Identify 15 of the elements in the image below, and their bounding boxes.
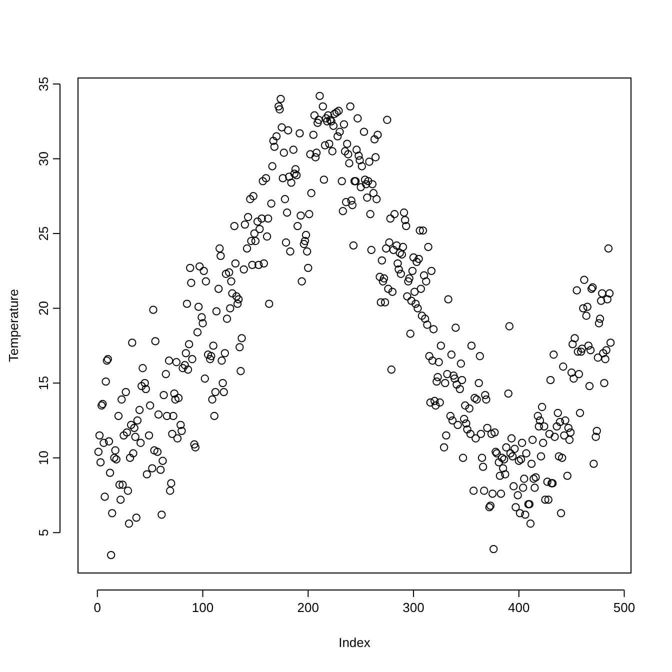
x-tick-label: 0 — [94, 600, 102, 615]
x-tick-label: 300 — [402, 600, 424, 615]
y-tick-label: 25 — [36, 226, 51, 241]
y-tick-label: 15 — [36, 376, 51, 390]
x-tick-label: 400 — [508, 600, 530, 615]
x-tick-label: 200 — [297, 600, 319, 615]
y-tick-label: 10 — [36, 450, 51, 466]
y-tick-label: 35 — [36, 76, 51, 92]
x-tick-label: 100 — [192, 600, 214, 615]
y-axis-title: Temperature — [6, 289, 21, 362]
y-tick-label: 30 — [36, 152, 51, 166]
x-tick-label: 500 — [613, 600, 636, 615]
y-tick-label: 20 — [36, 301, 51, 316]
x-axis-title: Index — [338, 635, 371, 650]
y-tick-label: 5 — [36, 529, 51, 536]
